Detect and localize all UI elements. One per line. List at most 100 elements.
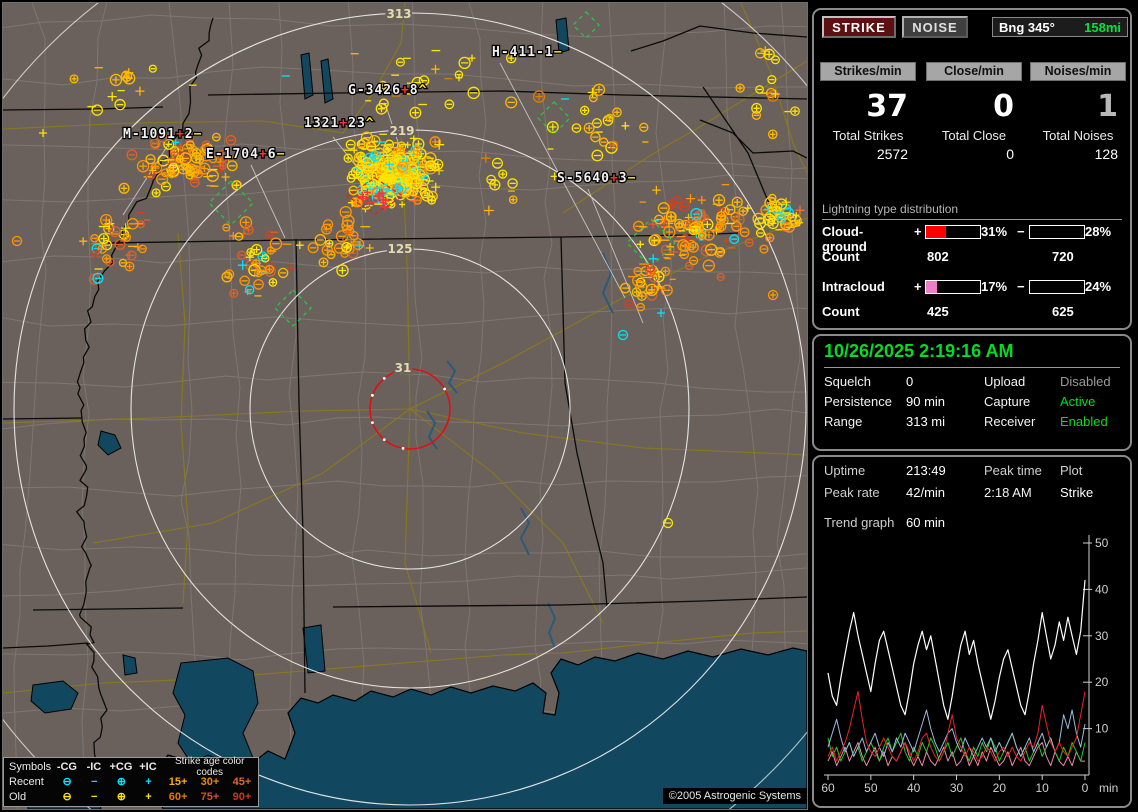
trend-series-+CG: [827, 691, 1086, 762]
trend-graph-window: 60 min: [906, 515, 946, 530]
strike-circle-symbol: ⊕: [116, 776, 126, 788]
neg-ic-percent: 24%: [1085, 279, 1112, 294]
intracloud-label: Intracloud: [822, 279, 885, 294]
trend-series-Total strikes: [827, 580, 1086, 720]
legend-col-pos-ic: +IC: [139, 760, 157, 773]
trend-series-+IC: [827, 742, 1085, 767]
minus-sign: −: [1017, 224, 1025, 239]
strike-button[interactable]: STRIKE: [822, 16, 896, 38]
map-legend: Symbols -CG -IC +CG +IC Strike age color…: [3, 755, 259, 807]
neg-ic-count: 625: [1052, 304, 1074, 319]
session-row: Peak rate 42/min 2:18 AM Strike: [814, 485, 1130, 503]
status-row: Squelch 0 Upload Disabled: [814, 374, 1130, 392]
x-axis-tick: 0: [1082, 781, 1089, 795]
uptime-label: Uptime: [824, 463, 866, 478]
plot-label: Plot: [1060, 463, 1083, 478]
status-panel: 10/26/2025 2:19:16 AM Squelch 0 Upload D…: [812, 334, 1132, 451]
y-axis-tick: 50: [1095, 536, 1109, 550]
capture-status: Active: [1060, 394, 1096, 409]
status-row: Persistence 90 min Capture Active: [814, 394, 1130, 412]
close-per-min-value: 0: [993, 89, 1014, 124]
squelch-label: Squelch: [824, 374, 871, 389]
neg-ic-bar: [1029, 280, 1085, 294]
neg-cg-percent: 28%: [1085, 224, 1112, 239]
legend-age-title: Strike age color codes: [174, 755, 245, 778]
range-ring-label: 219: [389, 124, 414, 138]
strike-stroke-symbol: −: [91, 790, 98, 803]
age-code: 30+: [200, 775, 220, 788]
neg-cg-count: 720: [1052, 249, 1074, 264]
legend-recent-label: Recent: [9, 775, 44, 788]
capture-label: Capture: [984, 394, 1031, 409]
y-axis-tick: 30: [1095, 629, 1109, 643]
legend-old-label: Old: [9, 790, 27, 803]
neg-cg-bar: [1029, 225, 1085, 239]
legend-col-neg-cg: -CG: [56, 760, 77, 773]
session-panel: 50 40 30 20 10 60 50 40 30 20 10 0 min Uptime 213:49…: [812, 455, 1132, 808]
uptime-value: 213:49: [906, 463, 946, 478]
distribution-title: Lightning type distribution: [822, 202, 1122, 220]
age-code: 90+: [232, 790, 252, 803]
pos-cg-percent: 31%: [981, 224, 1008, 239]
strike-stroke-symbol: +: [145, 775, 152, 788]
pos-ic-bar: [925, 280, 981, 294]
total-close-label: Total Close: [941, 128, 1007, 143]
x-axis-tick: 40: [907, 781, 921, 795]
strikes-per-min-chip[interactable]: Strikes/min: [820, 62, 916, 81]
minus-sign: −: [1017, 279, 1025, 294]
peak-time-label: Peak time: [984, 463, 1042, 478]
age-code: 45+: [232, 775, 252, 788]
close-per-min-chip[interactable]: Close/min: [926, 62, 1022, 81]
peak-rate-label: Peak rate: [824, 485, 880, 500]
session-row: Uptime 213:49 Peak time Plot: [814, 463, 1130, 481]
total-strikes-value: 2572: [876, 146, 908, 162]
legend-col-neg-ic: -IC: [86, 760, 102, 773]
strike-circle-symbol: ⊖: [62, 791, 72, 803]
storm-cell-trac-label: M-1091+2−: [123, 127, 202, 142]
persistence-value: 90 min: [906, 394, 946, 409]
total-noises-label: Total Noises: [1042, 128, 1114, 143]
receiver-status: Enabled: [1060, 414, 1108, 429]
plot-value: Strike: [1060, 485, 1094, 500]
total-strikes-label: Total Strikes: [832, 128, 904, 143]
total-close-value: 0: [1006, 146, 1014, 162]
copyright-notice: ©2005 Astrogenic Systems: [662, 788, 807, 804]
range-ring-label: 125: [387, 242, 412, 256]
pos-ic-percent: 17%: [981, 279, 1008, 294]
trend-series--CG: [827, 709, 1086, 757]
status-row: Range 313 mi Receiver Enabled: [814, 414, 1130, 432]
strike-stroke-symbol: +: [145, 790, 152, 803]
plus-sign: +: [914, 224, 922, 239]
trend-graph: 50 40 30 20 10 60 50 40 30 20 10 0 min: [821, 535, 1118, 795]
range-ring-label: 313: [386, 7, 411, 21]
strike-circle-symbol: ⊕: [116, 791, 126, 803]
trend-graph-row: Trend graph 60 min: [814, 515, 1130, 533]
pos-cg-bar: [925, 225, 981, 239]
strikes-stat-column: Strikes/min 37 Total Strikes 2572: [818, 62, 918, 162]
count-label: Count: [822, 249, 860, 264]
upload-label: Upload: [984, 374, 1026, 389]
bearing-distance: 158mi: [1084, 19, 1121, 35]
lightning-map: 313 219 125 31 M-1091+2− E-1704+6− 1321+23^ G-3…: [3, 3, 807, 809]
noises-per-min-value: 1: [1097, 89, 1118, 124]
receiver-label: Receiver: [984, 414, 1036, 429]
pos-cg-count: 802: [927, 249, 949, 264]
bearing-display: Bng 345° 158mi: [992, 17, 1128, 37]
noise-button[interactable]: NOISE: [902, 16, 968, 38]
x-axis-tick: 50: [864, 781, 878, 795]
squelch-value: 0: [906, 374, 914, 389]
datetime-display: 10/26/2025 2:19:16 AM: [824, 341, 1120, 368]
y-axis-tick: 40: [1095, 582, 1109, 596]
total-noises-value: 128: [1094, 146, 1118, 162]
persistence-label: Persistence: [824, 394, 892, 409]
y-axis-tick: 10: [1095, 722, 1109, 736]
pos-ic-count: 425: [927, 304, 949, 319]
y-axis-tick: 20: [1095, 675, 1109, 689]
strike-stroke-symbol: −: [91, 775, 98, 788]
noises-per-min-chip[interactable]: Noises/min: [1030, 62, 1126, 81]
x-axis-tick: 60: [821, 781, 835, 795]
range-ring-label: 31: [395, 361, 412, 375]
range-label: Range: [824, 414, 863, 429]
stats-panel: STRIKE NOISE Bng 345° 158mi Strikes/min …: [812, 8, 1132, 330]
